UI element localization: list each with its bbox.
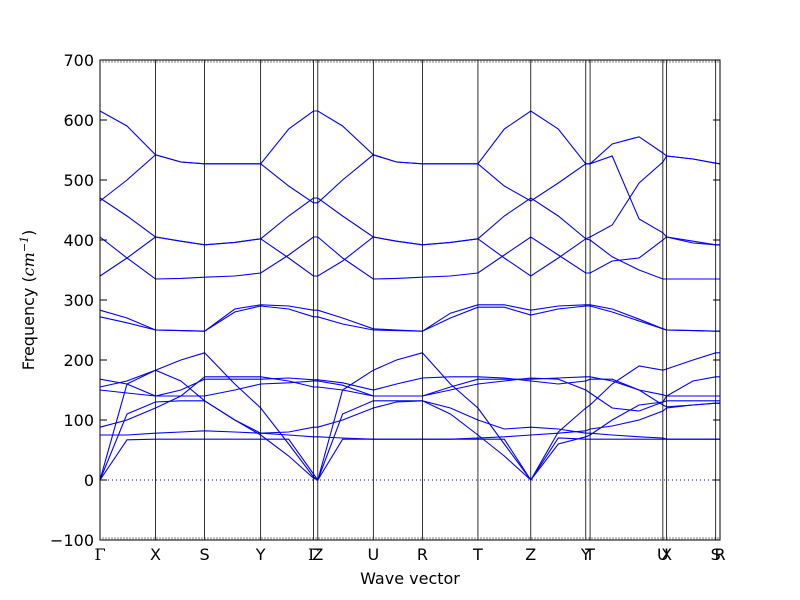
band-line-8	[99, 369, 720, 440]
band-line-7	[100, 402, 720, 440]
band-line-9	[99, 305, 720, 332]
x-tick-label: S	[711, 545, 721, 564]
y-axis-label-suffix: )	[19, 230, 38, 236]
x-tick-label: X	[150, 545, 161, 564]
y-axis-label: Frequency (cm−1)	[18, 230, 39, 371]
y-axis-label-unit: cm	[19, 252, 38, 276]
x-tick-label: Y	[255, 545, 266, 564]
plot-frame	[99, 59, 721, 541]
y-tick-label: −100	[50, 531, 94, 550]
x-tick-label: T	[472, 545, 483, 564]
band-line-3	[99, 352, 720, 482]
y-tick-label: 500	[63, 171, 94, 190]
y-tick-label: 600	[63, 111, 94, 130]
y-tick-label: 100	[63, 411, 94, 430]
x-tick-label: S	[200, 545, 210, 564]
band-line-10	[99, 304, 720, 332]
band-line-6	[99, 376, 720, 408]
y-axis-label-exponent: −1	[18, 236, 31, 252]
y-axis-label-prefix: Frequency (	[19, 276, 38, 370]
x-tick-label: T	[584, 545, 595, 564]
y-tick-label: 700	[63, 51, 94, 70]
x-tick-label: Z	[312, 545, 323, 564]
x-tick-label: U	[367, 545, 379, 564]
band-line-5	[99, 376, 720, 397]
x-tick-label: X	[661, 545, 672, 564]
x-axis-label: Wave vector	[360, 569, 460, 588]
x-tick-label: R	[714, 545, 725, 564]
y-tick-label: 300	[63, 291, 94, 310]
x-tick-label: Γ	[94, 545, 105, 564]
x-tick-label: Z	[525, 545, 536, 564]
band-line-4	[99, 376, 720, 428]
y-tick-label: 200	[63, 351, 94, 370]
band-line-12	[99, 236, 720, 280]
y-ticks: −100 0 100 200 300 400 500 600 700	[50, 51, 720, 550]
x-tick-label: Y	[580, 545, 591, 564]
band-line-14	[99, 155, 721, 246]
y-tick-label: 400	[63, 231, 94, 250]
y-tick-label: 0	[84, 471, 94, 490]
x-tick-label: Γ	[308, 545, 319, 564]
band-lines	[99, 110, 721, 482]
x-ticks: Γ X S Y ΓZ U R T Z YT UX SR	[94, 545, 725, 564]
x-tick-label: U	[657, 545, 669, 564]
band-line-15	[99, 110, 721, 165]
x-tick-label: R	[417, 545, 428, 564]
